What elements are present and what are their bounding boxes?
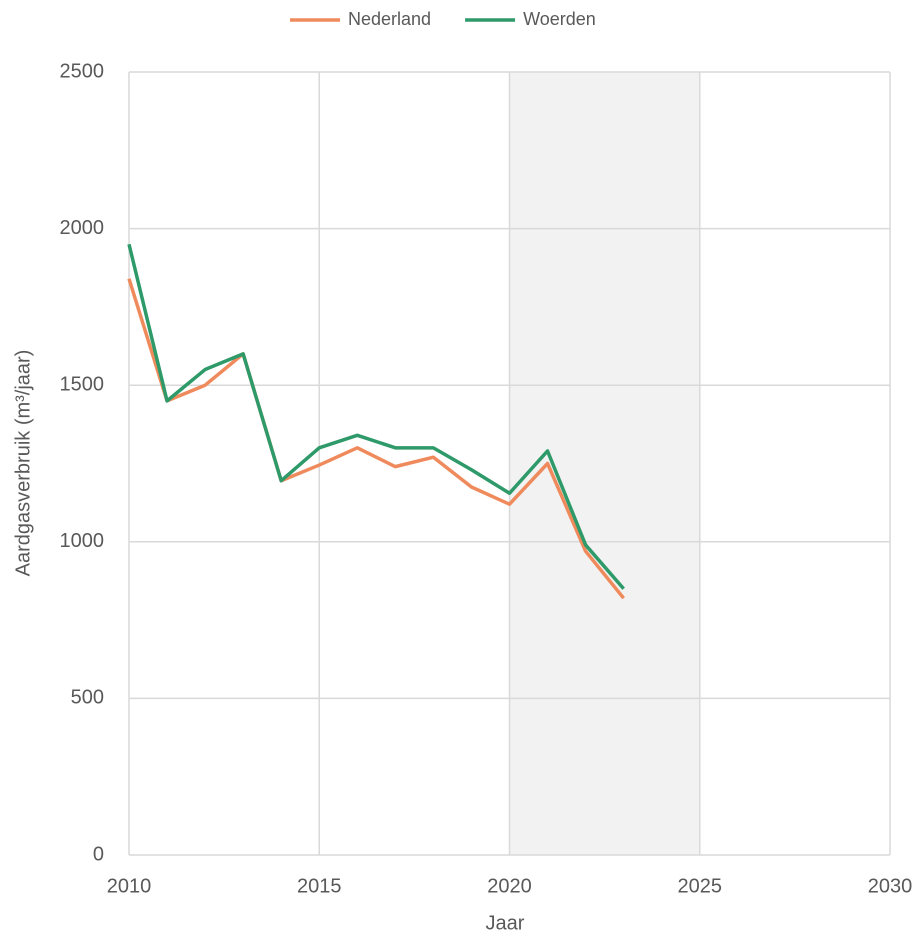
x-tick-label: 2010 xyxy=(107,875,152,897)
x-axis-label: Jaar xyxy=(486,912,525,934)
y-tick-label: 1000 xyxy=(60,530,105,552)
highlight-band xyxy=(509,72,700,855)
x-tick-label: 2015 xyxy=(297,875,342,897)
x-tick-label: 2020 xyxy=(487,875,532,897)
y-tick-label: 0 xyxy=(93,843,104,865)
legend-label: Nederland xyxy=(348,9,431,29)
y-tick-label: 2000 xyxy=(60,217,105,239)
x-tick-label: 2030 xyxy=(868,875,913,897)
y-tick-label: 500 xyxy=(71,687,104,709)
y-tick-label: 1500 xyxy=(60,373,105,395)
x-tick-label: 2025 xyxy=(678,875,723,897)
y-tick-label: 2500 xyxy=(60,60,105,82)
y-axis-label: Aardgasverbruik (m³/jaar) xyxy=(12,350,34,577)
legend-label: Woerden xyxy=(523,9,596,29)
line-series xyxy=(127,278,626,600)
line-series xyxy=(127,243,625,590)
